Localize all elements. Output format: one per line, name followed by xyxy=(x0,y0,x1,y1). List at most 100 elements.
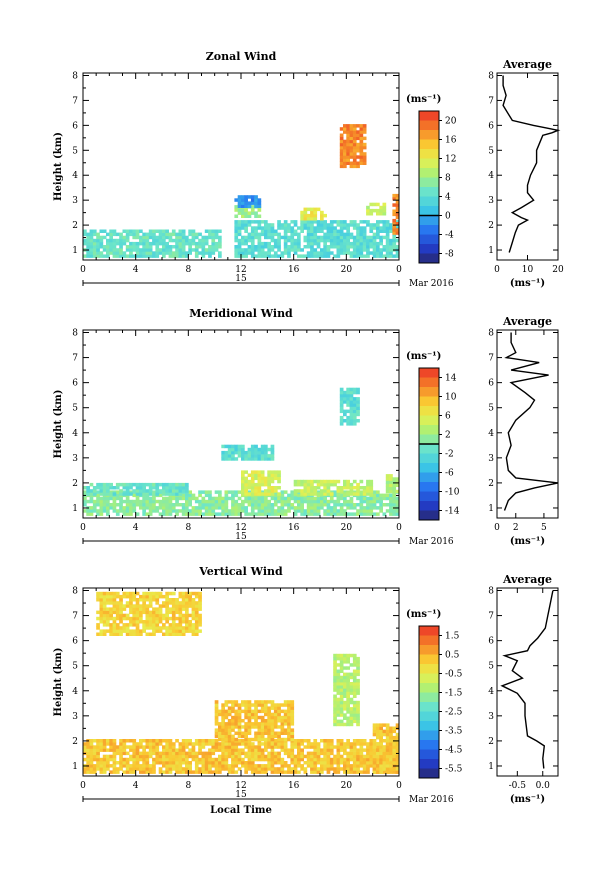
heatmap-cell xyxy=(188,629,192,633)
heatmap-cell xyxy=(198,241,202,246)
heatmap-cell xyxy=(339,400,344,404)
heatmap-cell xyxy=(158,761,163,765)
heatmap-cell xyxy=(129,616,133,621)
heatmap-cell xyxy=(362,757,367,762)
average-y-tick-label: 4 xyxy=(488,171,494,181)
heatmap-cell xyxy=(326,745,331,749)
heatmap-cell xyxy=(346,672,350,677)
heatmap-cell xyxy=(201,506,206,510)
heatmap-cell xyxy=(119,742,123,746)
heatmap-cell xyxy=(293,238,298,243)
heatmap-cell xyxy=(102,767,107,771)
y-tick-label: 8 xyxy=(72,329,78,339)
heatmap-cell xyxy=(194,254,199,258)
heatmap-cell xyxy=(204,757,209,762)
heatmap-cell xyxy=(244,712,248,717)
heatmap-cell xyxy=(244,241,248,246)
heatmap-cell xyxy=(112,616,117,621)
heatmap-cell xyxy=(270,734,275,739)
heatmap-cell xyxy=(303,482,308,487)
heatmap-cell xyxy=(83,767,87,771)
heatmap-cell xyxy=(83,486,87,490)
heatmap-cell xyxy=(297,770,301,774)
heatmap-cell xyxy=(336,220,341,224)
heatmap-cell xyxy=(132,245,137,249)
heatmap-cell xyxy=(148,506,153,510)
heatmap-cell xyxy=(109,245,113,249)
heatmap-cell xyxy=(148,610,153,615)
heatmap-cell xyxy=(250,757,255,762)
heatmap-cell xyxy=(129,248,133,252)
heatmap-cell xyxy=(227,454,232,458)
heatmap-cell xyxy=(165,626,169,630)
heatmap-cell xyxy=(234,490,239,494)
heatmap-cell xyxy=(168,245,173,249)
colorbar-segment xyxy=(419,692,439,703)
heatmap-cell xyxy=(247,728,252,732)
heatmap-cell xyxy=(224,754,229,759)
heatmap-cell xyxy=(92,489,97,493)
heatmap-cell xyxy=(129,757,133,762)
heatmap-cell xyxy=(112,764,117,768)
heatmap-cell xyxy=(333,490,337,494)
heatmap-cell xyxy=(244,722,248,726)
average-profile-line xyxy=(502,75,561,253)
heatmap-cell xyxy=(343,419,347,423)
heatmap-cell xyxy=(310,217,314,221)
heatmap-cell xyxy=(218,767,222,771)
heatmap-cell xyxy=(346,486,350,490)
heatmap-cell xyxy=(343,479,347,484)
heatmap-cell xyxy=(115,594,120,599)
heatmap-cell xyxy=(175,499,179,504)
heatmap-cell xyxy=(102,598,107,602)
heatmap-cell xyxy=(96,594,100,599)
heatmap-cell xyxy=(254,198,258,202)
heatmap-cell xyxy=(165,601,169,605)
heatmap-cell xyxy=(376,754,380,759)
heatmap-cell xyxy=(142,598,146,602)
heatmap-cell xyxy=(158,248,163,252)
colorbar-segment xyxy=(419,406,439,416)
heatmap-cell xyxy=(326,238,331,243)
heatmap-cell xyxy=(372,254,377,258)
heatmap-cell xyxy=(208,506,212,510)
heatmap-cell xyxy=(339,241,344,246)
heatmap-cell xyxy=(135,232,140,237)
heatmap-cell xyxy=(336,245,341,249)
heatmap-cell xyxy=(257,770,262,774)
heatmap-cell xyxy=(280,235,285,240)
heatmap-cell xyxy=(280,745,285,749)
heatmap-cell xyxy=(359,152,364,156)
heatmap-cell xyxy=(165,745,169,749)
heatmap-cell xyxy=(119,616,123,621)
colorbar-segment xyxy=(419,177,439,188)
heatmap-cell xyxy=(336,663,341,667)
heatmap-cell xyxy=(171,486,176,490)
heatmap-cell xyxy=(102,229,107,233)
heatmap-cell xyxy=(313,767,318,771)
heatmap-cell xyxy=(129,490,133,494)
heatmap-cell xyxy=(264,229,268,233)
heatmap-cell xyxy=(237,220,242,224)
heatmap-cell xyxy=(257,457,262,461)
heatmap-cell xyxy=(237,454,242,458)
heatmap-cell xyxy=(142,764,146,768)
heatmap-cell xyxy=(89,232,94,237)
heatmap-cell xyxy=(125,626,130,630)
heatmap-cell xyxy=(346,666,350,670)
heatmap-cell xyxy=(366,512,370,516)
heatmap-cell xyxy=(333,663,337,667)
heatmap-cell xyxy=(343,770,347,774)
heatmap-cell xyxy=(250,496,255,501)
heatmap-cell xyxy=(349,512,354,516)
heatmap-cell xyxy=(376,761,380,765)
heatmap-cell xyxy=(339,700,344,705)
heatmap-cell xyxy=(313,512,318,516)
heatmap-cell xyxy=(369,499,374,504)
heatmap-cell xyxy=(165,512,169,516)
heatmap-cell xyxy=(250,195,255,199)
heatmap-cell xyxy=(352,390,357,395)
heatmap-cell xyxy=(392,245,397,249)
heatmap-cell xyxy=(264,757,268,762)
average-y-tick-label: 5 xyxy=(488,404,494,414)
